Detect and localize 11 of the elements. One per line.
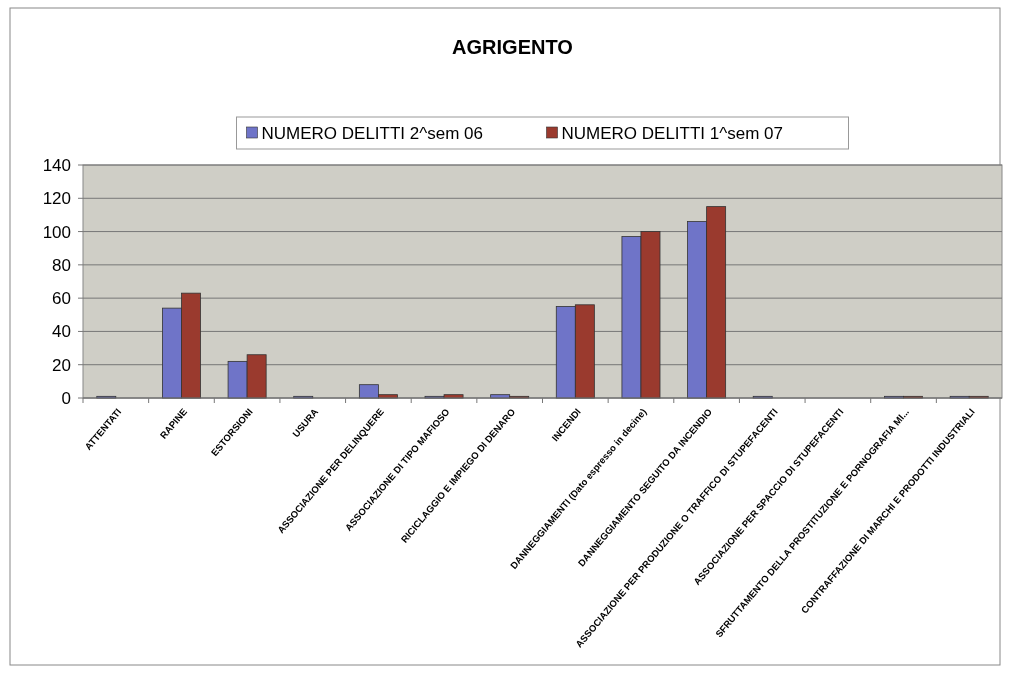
legend-label: NUMERO DELITTI 1^sem 07 (561, 124, 783, 143)
legend-label: NUMERO DELITTI 2^sem 06 (261, 124, 483, 143)
y-tick-label: 140 (42, 155, 71, 175)
y-tick-label: 20 (52, 355, 71, 375)
chart-title: AGRIGENTO (452, 36, 573, 58)
y-tick-label: 40 (52, 322, 71, 342)
y-tick-label: 80 (52, 255, 71, 275)
y-tick-label: 100 (42, 222, 71, 242)
y-tick-label: 120 (42, 189, 71, 209)
y-tick-label: 0 (61, 388, 71, 408)
y-tick-label: 60 (52, 289, 71, 309)
